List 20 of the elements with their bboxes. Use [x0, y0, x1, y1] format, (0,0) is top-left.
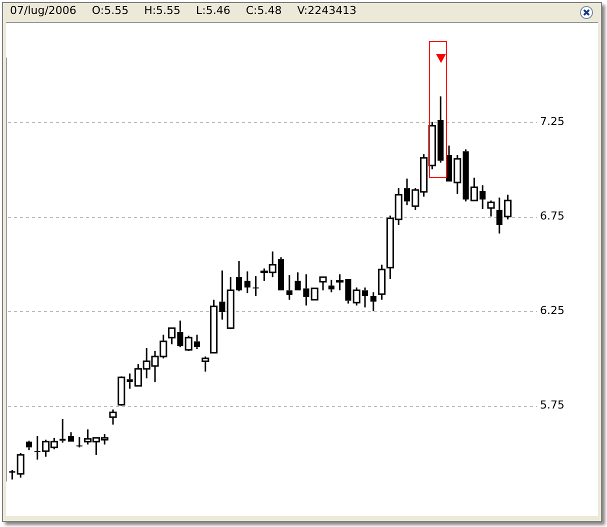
chart-title: 07/lug/2006 O:5.55 H:5.55 L:5.46 C:5.48 V:2243413 — [10, 4, 357, 17]
y-tick-label: 7.25 — [540, 114, 564, 128]
candlestick — [294, 272, 301, 290]
candlestick — [319, 276, 327, 292]
candlestick — [328, 279, 334, 293]
y-tick-label: 6.25 — [540, 304, 564, 317]
candlestick — [109, 408, 117, 426]
candlestick — [244, 270, 250, 294]
candlestick — [202, 356, 210, 372]
candlestick — [286, 274, 292, 301]
candlestick — [26, 440, 32, 451]
candlestick — [378, 264, 386, 301]
candlestick — [370, 291, 376, 312]
y-tick-label: 6.75 — [540, 209, 564, 222]
candlestick — [76, 436, 82, 448]
candlestick — [303, 273, 310, 306]
y-tick-label: 5.75 — [540, 398, 564, 412]
candlestick — [68, 431, 74, 442]
candlestick — [252, 275, 259, 297]
candlestick — [487, 200, 495, 218]
